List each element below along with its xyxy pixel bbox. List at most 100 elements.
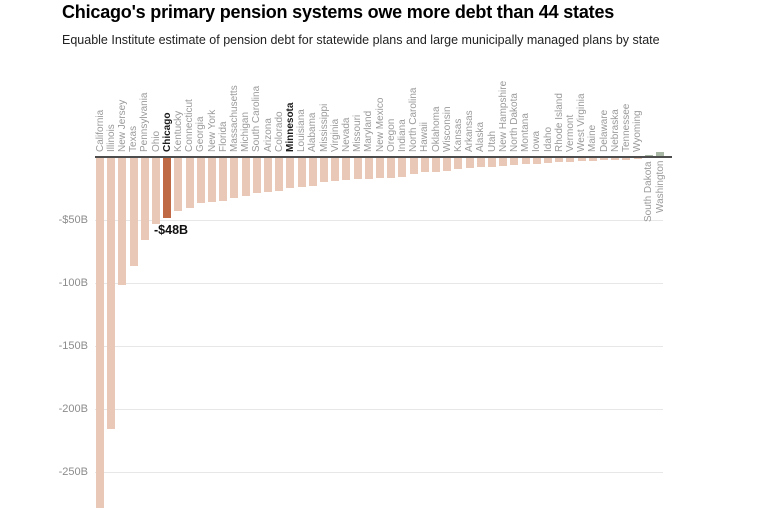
state-label-utah: Utah	[486, 130, 498, 152]
bar-maryland[interactable]	[364, 158, 373, 179]
bar-kansas[interactable]	[454, 158, 463, 170]
state-label-maine: Maine	[587, 124, 599, 152]
state-label-north-carolina: North Carolina	[408, 87, 420, 152]
state-label-louisiana: Louisiana	[296, 109, 308, 152]
bar-delaware[interactable]	[600, 158, 608, 161]
state-label-new-mexico: New Mexico	[374, 97, 386, 152]
bar-pennsylvania[interactable]	[140, 158, 149, 240]
state-label-minnesota: Minnesota	[284, 102, 296, 152]
bar-alaska[interactable]	[476, 158, 485, 168]
y-tick-label: -150B	[58, 340, 88, 352]
bar-arkansas[interactable]	[465, 158, 474, 169]
state-label-wyoming: Wyoming	[632, 110, 644, 152]
bar-montana[interactable]	[521, 158, 530, 165]
bar-washington[interactable]	[656, 151, 664, 156]
bar-maine[interactable]	[588, 158, 597, 161]
bar-connecticut[interactable]	[185, 158, 194, 209]
state-label-kansas: Kansas	[452, 118, 464, 152]
state-label-missouri: Missouri	[352, 114, 364, 152]
state-label-florida: Florida	[217, 121, 229, 152]
state-label-connecticut: Connecticut	[184, 99, 196, 152]
bar-massachusetts[interactable]	[230, 158, 239, 199]
bar-virginia[interactable]	[331, 158, 340, 181]
bar-hawaii[interactable]	[420, 158, 429, 173]
bar-utah[interactable]	[488, 158, 496, 167]
state-label-vermont: Vermont	[564, 114, 576, 152]
bar-chicago[interactable]	[163, 158, 172, 219]
bar-wisconsin[interactable]	[443, 158, 452, 171]
bar-new-mexico[interactable]	[376, 158, 384, 179]
gridline	[95, 472, 663, 473]
state-label-tennessee: Tennessee	[620, 103, 632, 152]
state-label-massachusetts: Massachusetts	[228, 85, 240, 152]
bar-idaho[interactable]	[544, 158, 552, 164]
bar-new-hampshire[interactable]	[499, 158, 508, 166]
state-label-rhode-island: Rhode Island	[553, 93, 565, 152]
state-label-arizona: Arizona	[262, 118, 274, 152]
bar-tennessee[interactable]	[622, 158, 631, 160]
bar-california[interactable]	[96, 158, 104, 509]
bar-michigan[interactable]	[241, 158, 250, 196]
gridline	[95, 283, 663, 284]
bar-iowa[interactable]	[532, 158, 541, 164]
state-label-chicago: Chicago	[161, 112, 173, 152]
state-label-ohio: Ohio	[150, 130, 162, 152]
bar-alabama[interactable]	[308, 158, 317, 186]
bar-new-jersey[interactable]	[118, 158, 127, 286]
bar-oregon[interactable]	[387, 158, 396, 178]
bar-mississippi[interactable]	[320, 158, 328, 182]
bar-florida[interactable]	[219, 158, 228, 201]
state-label-west-virginia: West Virginia	[576, 93, 588, 152]
bar-indiana[interactable]	[398, 158, 407, 177]
bar-oklahoma[interactable]	[432, 158, 440, 172]
state-label-iowa: Iowa	[531, 130, 543, 152]
bar-vermont[interactable]	[566, 158, 575, 162]
state-label-indiana: Indiana	[396, 119, 408, 152]
bar-colorado[interactable]	[275, 158, 284, 191]
state-label-alaska: Alaska	[475, 121, 487, 152]
state-label-illinois: Illinois	[105, 124, 117, 152]
state-label-new-york: New York	[206, 109, 218, 152]
state-label-texas: Texas	[128, 125, 140, 152]
state-label-montana: Montana	[520, 113, 532, 152]
state-label-wisconsin: Wisconsin	[441, 106, 453, 152]
state-label-georgia: Georgia	[195, 116, 207, 152]
bar-south-carolina[interactable]	[252, 158, 261, 194]
bar-ohio[interactable]	[152, 158, 160, 224]
bar-wyoming[interactable]	[633, 158, 642, 159]
bar-west-virginia[interactable]	[577, 158, 586, 162]
gridline	[95, 409, 663, 410]
state-label-mississippi: Mississippi	[318, 103, 330, 152]
state-label-kentucky: Kentucky	[172, 110, 184, 152]
gridline	[95, 346, 663, 347]
bar-nebraska[interactable]	[611, 158, 620, 160]
state-label-arkansas: Arkansas	[464, 110, 476, 152]
bar-north-carolina[interactable]	[409, 158, 418, 174]
state-label-alabama: Alabama	[307, 112, 319, 152]
bar-new-york[interactable]	[208, 158, 216, 203]
chart-title: Chicago's primary pension systems owe mo…	[62, 2, 615, 22]
state-label-north-dakota: North Dakota	[508, 93, 520, 152]
state-label-nebraska: Nebraska	[609, 109, 621, 152]
bar-kentucky[interactable]	[174, 158, 183, 211]
state-label-california: California	[94, 109, 106, 152]
bar-georgia[interactable]	[196, 158, 205, 204]
bar-minnesota[interactable]	[286, 158, 295, 189]
bar-arizona[interactable]	[264, 158, 272, 193]
bar-illinois[interactable]	[107, 158, 116, 429]
y-tick-label: -200B	[58, 403, 88, 415]
bar-texas[interactable]	[129, 158, 138, 267]
state-label-michigan: Michigan	[240, 111, 252, 152]
bar-north-dakota[interactable]	[510, 158, 519, 165]
chart-subtitle: Equable Institute estimate of pension de…	[62, 33, 660, 47]
bar-louisiana[interactable]	[297, 158, 306, 187]
state-label-nevada: Nevada	[340, 117, 352, 152]
bar-nevada[interactable]	[342, 158, 351, 181]
x-axis-line	[95, 156, 672, 158]
bar-rhode-island[interactable]	[555, 158, 564, 163]
state-label-pennsylvania: Pennsylvania	[139, 92, 151, 152]
bar-south-dakota[interactable]	[644, 154, 653, 156]
bar-missouri[interactable]	[353, 158, 362, 180]
y-tick-label: -$50B	[58, 214, 88, 226]
y-tick-label: -250B	[58, 466, 88, 478]
